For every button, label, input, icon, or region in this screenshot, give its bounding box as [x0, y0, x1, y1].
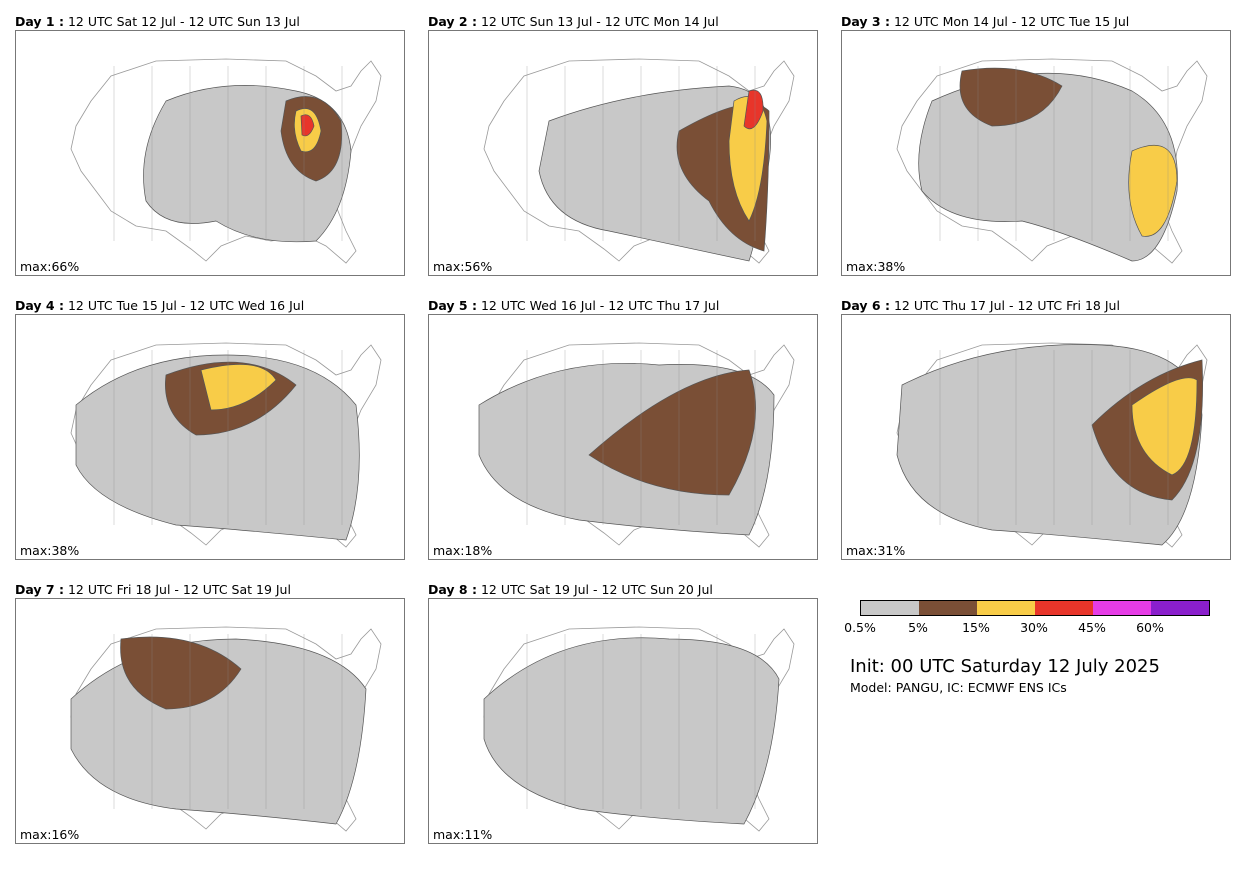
colorbar-tick-label: 15%: [962, 620, 990, 635]
period-label: 12 UTC Sun 13 Jul - 12 UTC Mon 14 Jul: [480, 14, 719, 29]
probability-map: [70, 626, 382, 832]
period-label: 12 UTC Fri 18 Jul - 12 UTC Sat 19 Jul: [67, 582, 291, 597]
probability-contour-level-1: [483, 637, 780, 825]
map-area: max:38%: [15, 314, 405, 560]
max-label: max:18%: [433, 543, 493, 558]
panel-title: Day 8 : 12 UTC Sat 19 Jul - 12 UTC Sun 2…: [428, 582, 828, 600]
day-label: Day 5 :: [428, 298, 477, 313]
day-label: Day 8 :: [428, 582, 477, 597]
probability-contour-level-3: [200, 364, 277, 411]
probability-contour-level-3: [1131, 377, 1198, 476]
colorbar-tick-label: 60%: [1136, 620, 1164, 635]
max-label: max:38%: [20, 543, 80, 558]
period-label: 12 UTC Wed 16 Jul - 12 UTC Thu 17 Jul: [480, 298, 720, 313]
probability-map: [70, 58, 382, 264]
colorbar: [860, 600, 1210, 616]
map-area: max:66%: [15, 30, 405, 276]
colorbar-tick-label: 45%: [1078, 620, 1106, 635]
probability-contour-level-4: [300, 114, 315, 137]
probability-map: [483, 626, 795, 832]
colorbar-segment: [1093, 601, 1151, 615]
day-label: Day 3 :: [841, 14, 890, 29]
day-label: Day 4 :: [15, 298, 64, 313]
probability-map: [478, 342, 795, 548]
probability-map: [70, 342, 382, 548]
probability-map: [896, 342, 1208, 548]
init-time: Init: 00 UTC Saturday 12 July 2025: [850, 656, 1160, 677]
period-label: 12 UTC Sat 12 Jul - 12 UTC Sun 13 Jul: [67, 14, 300, 29]
colorbar-segment: [1151, 601, 1209, 615]
map-area: max:38%: [841, 30, 1231, 276]
day-label: Day 1 :: [15, 14, 64, 29]
panel-title: Day 3 : 12 UTC Mon 14 Jul - 12 UTC Tue 1…: [841, 14, 1241, 32]
colorbar-segment: [977, 601, 1035, 615]
max-label: max:16%: [20, 827, 80, 842]
period-label: 12 UTC Tue 15 Jul - 12 UTC Wed 16 Jul: [67, 298, 305, 313]
colorbar-segment: [861, 601, 919, 615]
period-label: 12 UTC Sat 19 Jul - 12 UTC Sun 20 Jul: [480, 582, 713, 597]
day-label: Day 2 :: [428, 14, 477, 29]
panel-title: Day 5 : 12 UTC Wed 16 Jul - 12 UTC Thu 1…: [428, 298, 828, 316]
max-label: max:56%: [433, 259, 493, 274]
panel-title: Day 4 : 12 UTC Tue 15 Jul - 12 UTC Wed 1…: [15, 298, 415, 316]
max-label: max:38%: [846, 259, 906, 274]
max-label: max:31%: [846, 543, 906, 558]
panel-title: Day 1 : 12 UTC Sat 12 Jul - 12 UTC Sun 1…: [15, 14, 415, 32]
colorbar-tick-label: 30%: [1020, 620, 1048, 635]
map-area: max:11%: [428, 598, 818, 844]
panel-title: Day 2 : 12 UTC Sun 13 Jul - 12 UTC Mon 1…: [428, 14, 828, 32]
probability-contour-level-2: [959, 67, 1063, 127]
panel-title: Day 7 : 12 UTC Fri 18 Jul - 12 UTC Sat 1…: [15, 582, 415, 600]
probability-map: [896, 58, 1208, 264]
period-label: 12 UTC Thu 17 Jul - 12 UTC Fri 18 Jul: [893, 298, 1120, 313]
map-area: max:31%: [841, 314, 1231, 560]
map-area: max:56%: [428, 30, 818, 276]
day-label: Day 7 :: [15, 582, 64, 597]
colorbar-segment: [919, 601, 977, 615]
max-label: max:11%: [433, 827, 493, 842]
colorbar-segment: [1035, 601, 1093, 615]
probability-contour-level-2: [588, 369, 757, 496]
probability-contour-level-1: [75, 354, 360, 541]
probability-contour-level-3: [1128, 144, 1178, 237]
model-info: Model: PANGU, IC: ECMWF ENS ICs: [850, 680, 1067, 695]
colorbar-tick-label: 5%: [908, 620, 928, 635]
map-area: max:18%: [428, 314, 818, 560]
map-area: max:16%: [15, 598, 405, 844]
day-label: Day 6 :: [841, 298, 890, 313]
probability-contour-level-2: [120, 636, 242, 710]
probability-contour-level-1: [896, 344, 1203, 546]
panel-title: Day 6 : 12 UTC Thu 17 Jul - 12 UTC Fri 1…: [841, 298, 1241, 316]
legend: 0.5% 5% 15% 30% 45% 60% Init: 00 UTC Saturday…: [844, 596, 1225, 716]
period-label: 12 UTC Mon 14 Jul - 12 UTC Tue 15 Jul: [893, 14, 1130, 29]
probability-map: [483, 58, 795, 264]
max-label: max:66%: [20, 259, 80, 274]
probability-contour-level-4: [743, 89, 764, 130]
colorbar-tick-label: 0.5%: [844, 620, 876, 635]
